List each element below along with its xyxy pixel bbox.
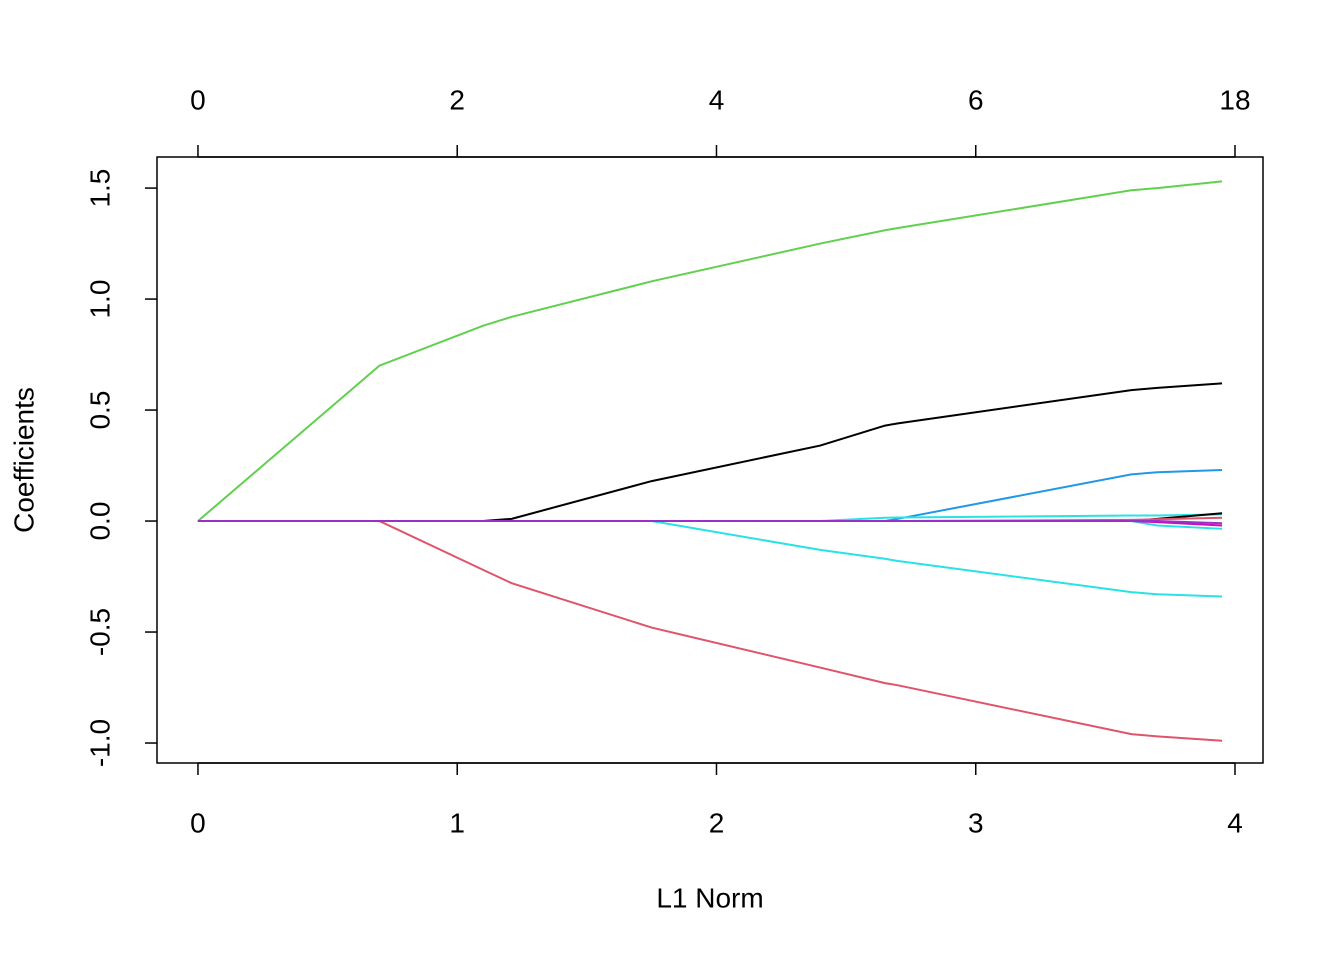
y-tick-label: -0.5 — [84, 608, 115, 656]
top-tick-label: 0 — [190, 84, 206, 115]
coef-path — [197, 180, 1223, 522]
plot-box — [156, 156, 1264, 764]
coef-path — [197, 520, 1223, 598]
x-tick-label: 3 — [968, 807, 984, 838]
coef-path — [197, 382, 1223, 523]
y-tick-label: -1.0 — [84, 719, 115, 767]
coef-path — [197, 520, 1223, 742]
x-axis-label: L1 Norm — [656, 882, 763, 913]
x-tick-label: 0 — [190, 807, 206, 838]
top-tick-label: 4 — [709, 84, 725, 115]
y-tick-label: 0.5 — [84, 391, 115, 430]
y-axis-label: Coefficients — [8, 387, 39, 533]
coef-path — [197, 468, 1223, 523]
top-tick-label: 2 — [449, 84, 465, 115]
coef-path — [197, 520, 1223, 530]
coef-path — [197, 520, 1223, 525]
y-tick-label: 0.0 — [84, 502, 115, 541]
x-tick-label: 2 — [709, 807, 725, 838]
y-tick-label: 1.5 — [84, 169, 115, 208]
top-tick-label: 18 — [1219, 84, 1250, 115]
x-tick-label: 1 — [449, 807, 465, 838]
top-tick-label: 6 — [968, 84, 984, 115]
y-tick-label: 1.0 — [84, 280, 115, 319]
x-tick-label: 4 — [1227, 807, 1243, 838]
